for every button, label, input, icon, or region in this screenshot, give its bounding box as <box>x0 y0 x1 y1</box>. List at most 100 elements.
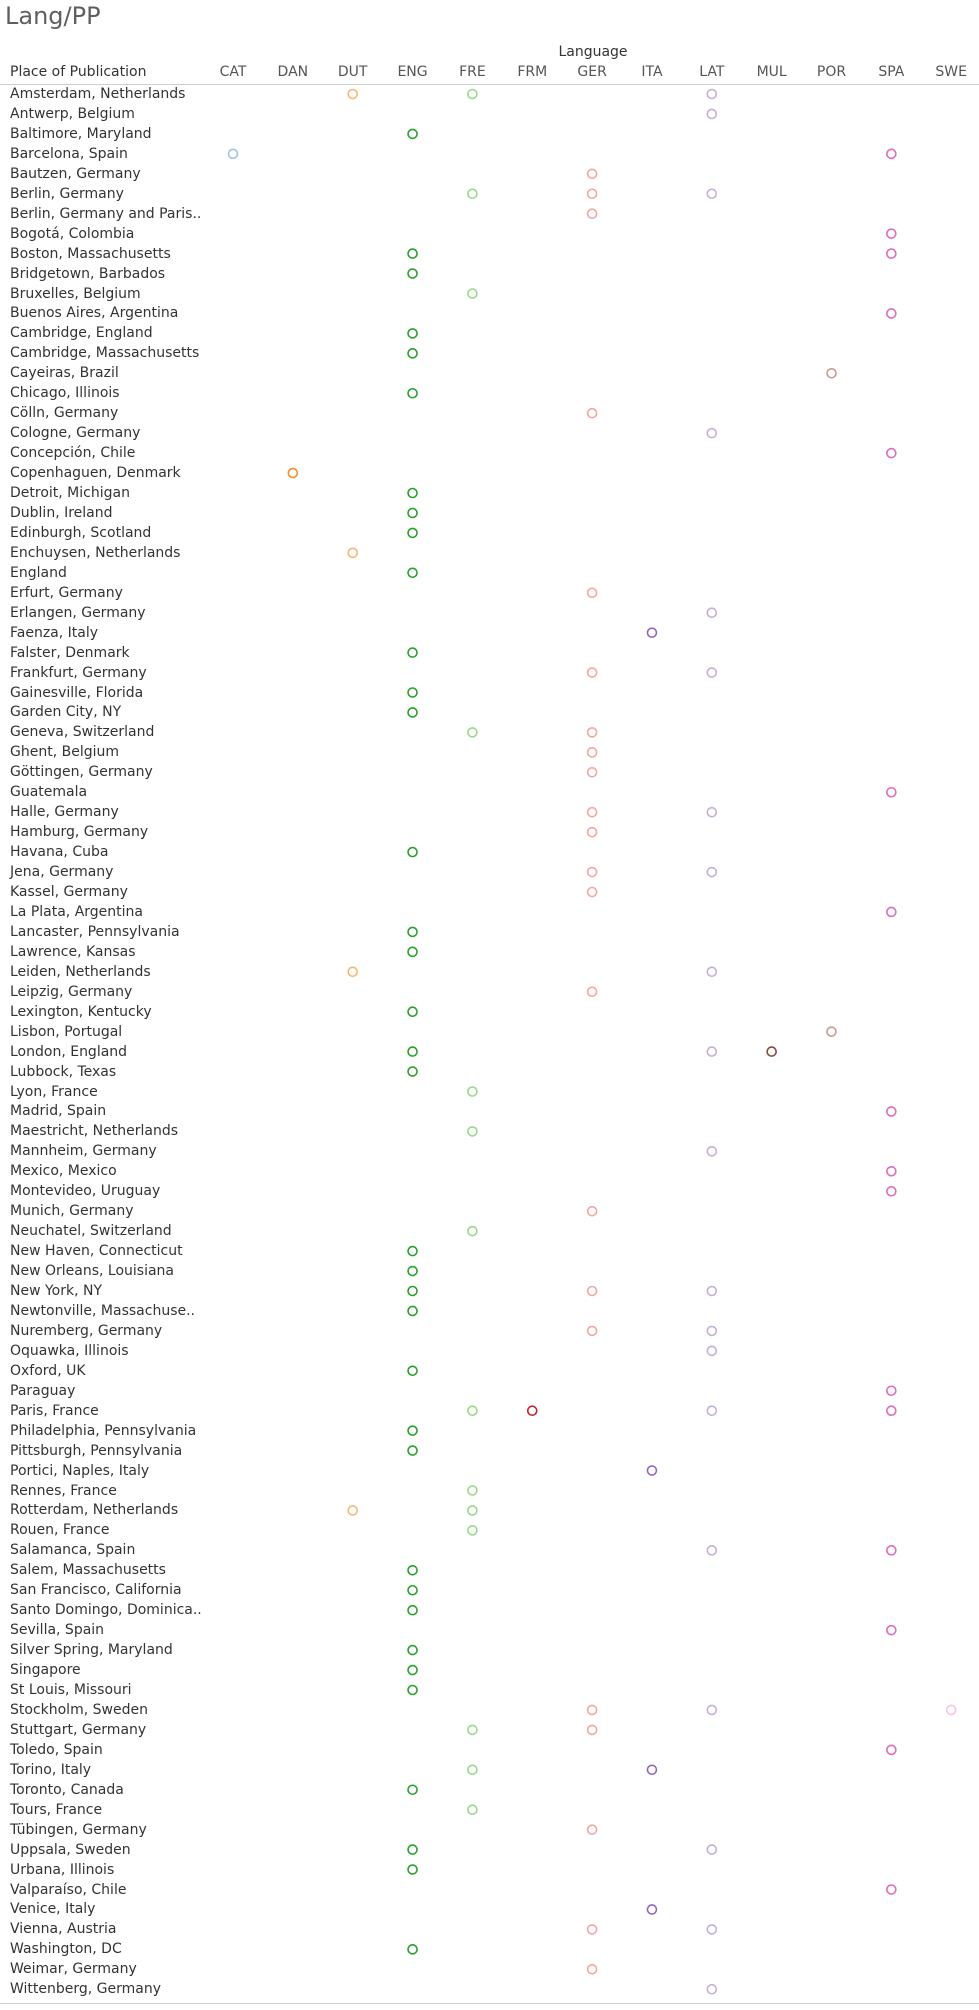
data-point-fre[interactable] <box>467 1405 478 1416</box>
data-point-ger[interactable] <box>586 1704 598 1716</box>
data-point-dut[interactable] <box>347 1505 359 1516</box>
data-point-lat[interactable] <box>706 427 718 439</box>
data-point-eng[interactable] <box>407 1046 418 1057</box>
data-point-fre[interactable] <box>467 188 478 200</box>
data-point-mul[interactable] <box>766 1046 777 1057</box>
data-point-swe[interactable] <box>945 1704 957 1716</box>
data-point-ger[interactable] <box>586 986 598 998</box>
data-point-ita[interactable] <box>646 627 658 638</box>
data-point-eng[interactable] <box>407 647 418 658</box>
data-point-dut[interactable] <box>347 88 359 100</box>
data-point-ita[interactable] <box>646 1764 658 1776</box>
data-point-eng[interactable] <box>407 507 418 519</box>
data-point-eng[interactable] <box>407 1644 418 1656</box>
data-point-eng[interactable] <box>407 946 418 958</box>
data-point-ger[interactable] <box>586 1924 598 1935</box>
data-point-lat[interactable] <box>706 966 718 978</box>
data-point-spa[interactable] <box>886 447 897 459</box>
data-point-lat[interactable] <box>706 866 718 878</box>
data-point-lat[interactable] <box>706 1046 718 1057</box>
data-point-eng[interactable] <box>407 1604 418 1616</box>
data-point-eng[interactable] <box>407 1066 418 1077</box>
data-point-eng[interactable] <box>407 1445 418 1456</box>
data-point-spa[interactable] <box>886 248 897 259</box>
data-point-frm[interactable] <box>526 1405 538 1416</box>
data-point-eng[interactable] <box>407 1684 418 1696</box>
data-point-ger[interactable] <box>586 866 598 878</box>
data-point-eng[interactable] <box>407 1305 418 1317</box>
data-point-eng[interactable] <box>407 567 418 579</box>
data-point-eng[interactable] <box>407 527 418 539</box>
data-point-spa[interactable] <box>886 1385 897 1397</box>
data-point-eng[interactable] <box>407 1944 418 1955</box>
data-point-spa[interactable] <box>886 1405 897 1416</box>
data-point-eng[interactable] <box>407 387 418 399</box>
data-point-eng[interactable] <box>407 1265 418 1277</box>
data-point-lat[interactable] <box>706 607 718 619</box>
data-point-lat[interactable] <box>706 1285 718 1297</box>
data-point-lat[interactable] <box>706 1983 718 1995</box>
data-point-ger[interactable] <box>586 1724 598 1736</box>
data-point-ger[interactable] <box>586 1964 598 1975</box>
data-point-fre[interactable] <box>467 1804 478 1815</box>
data-point-cat[interactable] <box>227 148 239 160</box>
data-point-spa[interactable] <box>886 148 897 160</box>
data-point-ita[interactable] <box>646 1465 658 1476</box>
data-point-eng[interactable] <box>407 268 418 279</box>
data-point-spa[interactable] <box>886 1106 897 1117</box>
data-point-fre[interactable] <box>467 1525 478 1536</box>
data-point-eng[interactable] <box>407 687 418 698</box>
data-point-fre[interactable] <box>467 1724 478 1736</box>
data-point-eng[interactable] <box>407 1584 418 1596</box>
data-point-ger[interactable] <box>586 886 598 898</box>
data-point-ger[interactable] <box>586 1205 598 1217</box>
data-point-fre[interactable] <box>467 1086 478 1097</box>
data-point-ger[interactable] <box>586 766 598 778</box>
data-point-fre[interactable] <box>467 727 478 738</box>
data-point-spa[interactable] <box>886 228 897 239</box>
data-point-dan[interactable] <box>287 467 299 479</box>
data-point-fre[interactable] <box>467 288 478 299</box>
data-point-spa[interactable] <box>886 1185 897 1197</box>
data-point-lat[interactable] <box>706 667 718 678</box>
data-point-eng[interactable] <box>407 248 418 259</box>
data-point-lat[interactable] <box>706 1345 718 1357</box>
data-point-ger[interactable] <box>586 587 598 599</box>
data-point-lat[interactable] <box>706 1325 718 1337</box>
data-point-ger[interactable] <box>586 727 598 738</box>
data-point-lat[interactable] <box>706 108 718 120</box>
data-point-eng[interactable] <box>407 1365 418 1377</box>
data-point-spa[interactable] <box>886 1624 897 1636</box>
data-point-ger[interactable] <box>586 1285 598 1297</box>
data-point-eng[interactable] <box>407 1664 418 1676</box>
data-point-eng[interactable] <box>407 1784 418 1796</box>
data-point-fre[interactable] <box>467 1764 478 1776</box>
data-point-dut[interactable] <box>347 547 359 559</box>
data-point-fre[interactable] <box>467 1505 478 1516</box>
data-point-lat[interactable] <box>706 1844 718 1855</box>
data-point-eng[interactable] <box>407 1425 418 1436</box>
data-point-fre[interactable] <box>467 88 478 100</box>
data-point-spa[interactable] <box>886 1545 897 1556</box>
data-point-spa[interactable] <box>886 1744 897 1756</box>
data-point-eng[interactable] <box>407 926 418 938</box>
data-point-ger[interactable] <box>586 208 598 219</box>
data-point-spa[interactable] <box>886 308 897 319</box>
data-point-eng[interactable] <box>407 1285 418 1297</box>
data-point-por[interactable] <box>826 367 837 379</box>
data-point-lat[interactable] <box>706 1405 718 1416</box>
data-point-ger[interactable] <box>586 667 598 678</box>
data-point-ger[interactable] <box>586 747 598 758</box>
data-point-por[interactable] <box>826 1026 837 1037</box>
data-point-eng[interactable] <box>407 1864 418 1875</box>
data-point-eng[interactable] <box>407 1245 418 1257</box>
data-point-ger[interactable] <box>586 407 598 419</box>
data-point-eng[interactable] <box>407 846 418 858</box>
data-point-lat[interactable] <box>706 1545 718 1556</box>
data-point-lat[interactable] <box>706 1924 718 1935</box>
data-point-eng[interactable] <box>407 1844 418 1855</box>
data-point-lat[interactable] <box>706 188 718 200</box>
data-point-fre[interactable] <box>467 1126 478 1137</box>
data-point-eng[interactable] <box>407 1565 418 1576</box>
data-point-dut[interactable] <box>347 966 359 978</box>
